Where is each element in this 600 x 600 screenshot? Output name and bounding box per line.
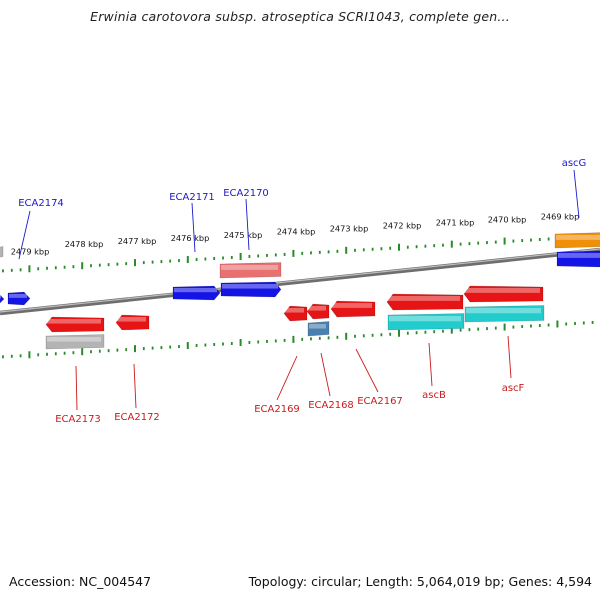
callout-line [573,169,580,219]
scale-label: 2470 kbp [488,214,527,224]
gene-feature-ascB-region[interactable] [387,313,465,331]
gene-label-ECA2173[interactable]: ECA2173 [55,414,101,425]
gene-feature-ascG-region[interactable] [554,232,600,249]
gene-feature-ECA2168[interactable] [306,303,330,320]
gene-feature[interactable] [7,291,31,306]
callout-line [507,335,512,379]
gene-label-ascB[interactable]: ascB [422,390,446,401]
gene-feature-ECA2170-region[interactable] [219,262,282,279]
gene-label-ECA2174[interactable]: ECA2174 [18,198,64,209]
gene-label-ECA2169[interactable]: ECA2169 [254,404,300,415]
gene-label-ECA2172[interactable]: ECA2172 [114,412,160,423]
gene-callouts: ECA2174 ECA2171 ECA2170 ascG ECA2173 ECA2172 E… [18,158,586,425]
scale-label: 2473 kbp [330,224,369,234]
gene-feature-ECA2167[interactable] [330,300,376,318]
scale-labels: 2479 kbp 2478 kbp 2477 kbp 2476 kbp 2475 kbp… [11,211,580,256]
gene-feature-ECA2168-region[interactable] [307,321,330,337]
scale-label: 2476 kbp [171,233,210,243]
callout-line [18,210,31,260]
callout-line [133,363,137,409]
genome-backbone [0,247,600,316]
scale-label: 2469 kbp [541,211,580,221]
gene-feature-left-edge[interactable] [0,293,5,305]
callout-line [75,365,78,411]
top-scale-ticks [2,234,594,273]
bottom-scale-ticks [2,320,594,359]
callout-line [428,342,433,387]
gene-label-ECA2171[interactable]: ECA2171 [169,192,215,203]
gene-feature-ascB[interactable] [386,293,464,311]
genome-stats-label: Topology: circular; Length: 5,064,019 bp… [248,574,592,589]
gene-features [0,232,600,350]
gene-feature-ECA2172[interactable] [115,314,150,331]
genome-backbone-highlight [0,248,600,313]
map-title: Erwinia carotovora subsp. atroseptica SC… [90,9,510,24]
callout-line [355,348,379,393]
gene-feature-ECA2169[interactable] [283,305,308,322]
accession-label: Accession: NC_004547 [9,574,152,589]
scale-label: 2474 kbp [277,227,316,237]
gene-feature-ascG[interactable] [556,250,600,268]
callout-line [191,202,196,253]
callout-line [320,352,331,397]
gene-label-ECA2170[interactable]: ECA2170 [223,188,269,199]
gene-feature-ascF-region[interactable] [464,305,545,323]
scale-label: 2471 kbp [436,217,475,227]
gene-label-ECA2167[interactable]: ECA2167 [357,396,403,407]
scale-label: 2472 kbp [383,221,422,231]
scale-label: 2478 kbp [65,239,104,249]
gene-feature-ECA2173-region[interactable] [45,334,105,350]
gene-feature-left-edge[interactable] [0,246,4,259]
scale-label: 2479 kbp [11,246,50,256]
scale-label: 2475 kbp [224,230,263,240]
scale-label: 2477 kbp [118,236,157,246]
gene-feature-ECA2173[interactable] [45,316,105,333]
gene-feature-ECA2171[interactable] [172,285,221,301]
gene-label-ascG[interactable]: ascG [562,158,587,169]
callout-line [245,198,250,251]
gene-feature-ascF[interactable] [463,285,544,303]
gene-feature-ECA2170[interactable] [220,281,282,298]
gene-label-ascF[interactable]: ascF [502,383,525,394]
gene-label-ECA2168[interactable]: ECA2168 [308,400,354,411]
callout-line [276,355,298,401]
